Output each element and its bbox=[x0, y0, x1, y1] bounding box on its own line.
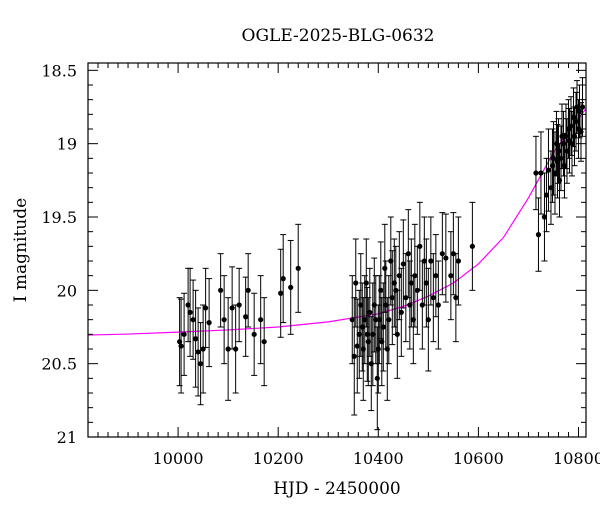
data-point bbox=[432, 234, 439, 318]
data-point bbox=[389, 250, 396, 346]
data-point bbox=[192, 289, 199, 388]
data-point bbox=[232, 304, 239, 394]
data-point bbox=[425, 267, 432, 372]
data-point bbox=[176, 297, 183, 387]
data-point bbox=[455, 216, 462, 306]
data-point bbox=[287, 239, 294, 335]
data-point bbox=[579, 77, 586, 137]
data-point bbox=[181, 292, 188, 376]
data-point bbox=[469, 201, 476, 291]
data-point bbox=[206, 278, 213, 368]
data-point bbox=[236, 267, 243, 343]
data-point bbox=[377, 241, 384, 340]
data-point bbox=[380, 282, 387, 372]
plot-frame bbox=[87, 62, 587, 438]
data-point bbox=[447, 231, 454, 321]
plot-area bbox=[87, 77, 587, 431]
x-tick-label: 10200 bbox=[253, 449, 304, 468]
data-point bbox=[295, 223, 302, 313]
data-point bbox=[400, 219, 407, 309]
y-tick-label: 19 bbox=[57, 135, 77, 154]
data-point bbox=[363, 238, 370, 328]
data-point bbox=[421, 216, 428, 306]
data-point bbox=[190, 279, 197, 360]
y-tick-label: 19.5 bbox=[41, 208, 77, 227]
data-point bbox=[354, 298, 361, 394]
data-point bbox=[245, 253, 252, 328]
x-tick-label: 10000 bbox=[153, 449, 204, 468]
data-point bbox=[430, 253, 437, 343]
data-point bbox=[439, 212, 446, 296]
data-point bbox=[221, 275, 228, 365]
data-point bbox=[384, 297, 391, 401]
data-point bbox=[352, 238, 359, 328]
data-point bbox=[411, 223, 418, 328]
data-point bbox=[385, 275, 392, 365]
data-point bbox=[202, 267, 209, 349]
x-tick-label: 10800 bbox=[553, 449, 600, 468]
data-point bbox=[261, 297, 268, 387]
data-point bbox=[351, 297, 358, 416]
data-point bbox=[535, 197, 542, 272]
y-tick-label: 20 bbox=[57, 281, 77, 300]
data-point bbox=[187, 267, 194, 357]
data-point bbox=[541, 172, 548, 262]
y-tick-label: 18.5 bbox=[41, 61, 77, 80]
data-point bbox=[406, 260, 413, 350]
data-point bbox=[435, 260, 442, 350]
x-tick-label: 10400 bbox=[353, 449, 404, 468]
data-point bbox=[369, 282, 376, 387]
data-point bbox=[545, 128, 552, 212]
data-point bbox=[394, 289, 401, 379]
data-point bbox=[408, 238, 415, 328]
data-point bbox=[280, 234, 287, 324]
data-point bbox=[197, 322, 204, 406]
data-point bbox=[257, 275, 264, 365]
data-point bbox=[452, 253, 459, 343]
data-point bbox=[396, 231, 403, 321]
data-point bbox=[366, 267, 373, 357]
model-curve bbox=[87, 108, 587, 336]
data-point bbox=[225, 297, 232, 401]
data-point bbox=[349, 275, 356, 365]
data-point bbox=[251, 292, 258, 376]
y-tick-label: 21 bbox=[57, 428, 77, 447]
data-point bbox=[178, 298, 185, 394]
y-tick-label: 20.5 bbox=[41, 355, 77, 374]
axis-ticks: 10000 10200 10400 10600 10800 18.5 19 19.5 20 20.… bbox=[41, 61, 600, 468]
y-axis-label: I magnitude bbox=[11, 198, 31, 302]
chart-title: OGLE-2025-BLG-0632 bbox=[242, 26, 435, 46]
data-point bbox=[217, 253, 224, 328]
data-point bbox=[442, 213, 449, 303]
x-axis-label: HJD - 2450000 bbox=[273, 479, 401, 499]
data-point bbox=[200, 304, 207, 394]
x-tick-label: 10600 bbox=[453, 449, 504, 468]
data-point bbox=[427, 216, 434, 306]
data-point bbox=[537, 131, 544, 215]
data-point bbox=[229, 266, 236, 350]
data-point bbox=[416, 201, 423, 291]
